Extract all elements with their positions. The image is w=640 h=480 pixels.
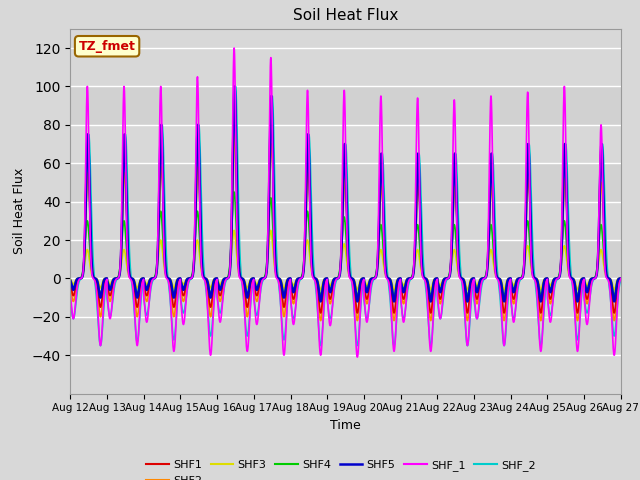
- SHF2: [500, 318, 508, 324]
- SHF_1: [469, 278, 477, 284]
- SHF5: [611, 299, 618, 304]
- SHF1: [67, 280, 74, 286]
- SHF_2: [97, 343, 104, 348]
- SHF_1: [500, 342, 508, 348]
- SHF3: [166, 276, 173, 281]
- SHF5: [616, 276, 624, 281]
- Title: Soil Heat Flux: Soil Heat Flux: [293, 9, 398, 24]
- Line: SHF1: SHF1: [70, 86, 621, 313]
- SHF_2: [439, 302, 447, 308]
- Line: SHF2: SHF2: [70, 134, 621, 321]
- SHF1: [166, 277, 173, 283]
- SHF3: [616, 276, 624, 281]
- Text: TZ_fmet: TZ_fmet: [79, 40, 136, 53]
- SHF_2: [166, 288, 173, 294]
- Line: SHF3: SHF3: [70, 230, 621, 290]
- Line: SHF_1: SHF_1: [70, 48, 621, 357]
- SHF4: [611, 293, 618, 299]
- Line: SHF4: SHF4: [70, 192, 621, 296]
- SHF_1: [230, 45, 238, 51]
- SHF3: [267, 228, 275, 233]
- SHF5: [617, 276, 625, 281]
- SHF4: [166, 276, 173, 282]
- SHF1: [611, 310, 618, 316]
- SHF2: [166, 278, 173, 284]
- SHF_2: [232, 84, 239, 89]
- Line: SHF5: SHF5: [70, 86, 621, 301]
- SHF5: [166, 276, 173, 282]
- SHF3: [325, 281, 333, 287]
- SHF4: [325, 284, 333, 289]
- SHF1: [469, 276, 477, 282]
- SHF_1: [616, 277, 624, 283]
- SHF_2: [500, 343, 508, 348]
- Line: SHF_2: SHF_2: [70, 86, 621, 346]
- SHF2: [231, 132, 239, 137]
- SHF5: [500, 299, 508, 304]
- SHF2: [469, 276, 477, 282]
- SHF1: [500, 310, 508, 316]
- SHF3: [500, 287, 508, 293]
- SHF5: [231, 84, 239, 89]
- SHF2: [616, 276, 624, 282]
- SHF3: [67, 276, 74, 282]
- SHF1: [230, 84, 238, 89]
- Legend: SHF1, SHF2, SHF3, SHF4, SHF5, SHF_1, SHF_2: SHF1, SHF2, SHF3, SHF4, SHF5, SHF_1, SHF…: [142, 456, 540, 480]
- SHF2: [617, 276, 625, 281]
- SHF4: [616, 276, 624, 281]
- SHF2: [438, 289, 446, 295]
- SHF5: [67, 278, 74, 284]
- SHF4: [617, 276, 625, 281]
- SHF_2: [617, 276, 625, 281]
- SHF_1: [67, 292, 74, 298]
- Bar: [70, 240, 621, 278]
- SHF3: [611, 287, 618, 293]
- Bar: [70, 317, 621, 355]
- SHF3: [469, 276, 477, 281]
- SHF_1: [166, 284, 173, 289]
- SHF_1: [353, 354, 361, 360]
- SHF3: [438, 277, 446, 283]
- SHF5: [438, 281, 446, 287]
- SHF_1: [325, 317, 333, 323]
- SHF1: [325, 293, 333, 299]
- SHF2: [325, 298, 333, 303]
- SHF_2: [469, 281, 477, 287]
- SHF1: [438, 285, 446, 291]
- SHF1: [617, 276, 625, 281]
- Bar: [70, 86, 621, 125]
- SHF4: [230, 189, 238, 195]
- SHF_2: [325, 313, 333, 319]
- SHF4: [438, 280, 446, 286]
- X-axis label: Time: Time: [330, 419, 361, 432]
- SHF5: [325, 287, 333, 292]
- SHF5: [469, 276, 477, 281]
- SHF_2: [67, 297, 74, 302]
- Y-axis label: Soil Heat Flux: Soil Heat Flux: [13, 168, 26, 254]
- Bar: [70, 163, 621, 202]
- SHF1: [616, 276, 624, 281]
- SHF3: [617, 276, 625, 281]
- SHF4: [67, 277, 74, 283]
- SHF4: [469, 276, 477, 281]
- SHF2: [611, 318, 618, 324]
- SHF_1: [439, 298, 447, 304]
- SHF4: [500, 293, 508, 299]
- SHF2: [67, 284, 74, 289]
- SHF_1: [617, 276, 625, 281]
- SHF_2: [616, 279, 624, 285]
